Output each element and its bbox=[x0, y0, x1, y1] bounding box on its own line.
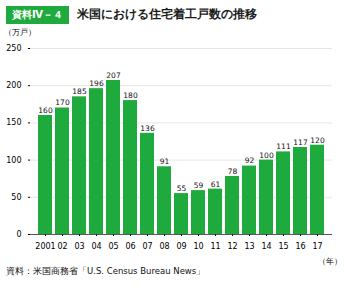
svg-text:14: 14 bbox=[261, 242, 271, 251]
svg-text:180: 180 bbox=[123, 91, 138, 100]
svg-text:17: 17 bbox=[312, 242, 322, 251]
svg-text:55: 55 bbox=[177, 184, 187, 193]
svg-text:120: 120 bbox=[310, 136, 325, 145]
svg-text:10: 10 bbox=[193, 242, 203, 251]
svg-text:09: 09 bbox=[176, 242, 186, 251]
svg-text:100: 100 bbox=[6, 156, 21, 165]
svg-text:150: 150 bbox=[6, 118, 21, 127]
html-text:米国における住宅着工戸数の推移: 米国における住宅着工戸数の推移 bbox=[77, 7, 257, 21]
svg-text:117: 117 bbox=[293, 138, 308, 147]
svg-text:16: 16 bbox=[295, 242, 305, 251]
svg-text:91: 91 bbox=[160, 157, 170, 166]
svg-text:185: 185 bbox=[72, 87, 87, 96]
svg-text:0: 0 bbox=[16, 230, 21, 239]
svg-text:07: 07 bbox=[142, 242, 152, 251]
svg-text:2001: 2001 bbox=[35, 242, 55, 251]
svg-text:207: 207 bbox=[106, 71, 121, 80]
svg-text:111: 111 bbox=[276, 142, 291, 151]
svg-text:78: 78 bbox=[228, 167, 238, 176]
svg-text:160: 160 bbox=[38, 106, 53, 115]
svg-text:170: 170 bbox=[55, 98, 70, 107]
svg-text:200: 200 bbox=[6, 81, 21, 90]
svg-text:12: 12 bbox=[227, 242, 237, 251]
svg-text:61: 61 bbox=[211, 180, 221, 189]
svg-text:250: 250 bbox=[6, 44, 21, 53]
svg-text:11: 11 bbox=[210, 242, 220, 251]
svg-text:59: 59 bbox=[194, 181, 204, 190]
svg-text:（万戸）: （万戸） bbox=[4, 28, 36, 37]
svg-text:15: 15 bbox=[278, 242, 288, 251]
svg-text:08: 08 bbox=[159, 242, 169, 251]
html-text:資料Ⅳ－４: 資料Ⅳ－４ bbox=[12, 8, 63, 20]
svg-text:02: 02 bbox=[57, 242, 67, 251]
svg-text:196: 196 bbox=[89, 79, 104, 88]
svg-text:136: 136 bbox=[140, 124, 155, 133]
svg-text:（年）: （年） bbox=[318, 257, 342, 266]
svg-text:100: 100 bbox=[259, 151, 274, 160]
svg-text:03: 03 bbox=[74, 242, 84, 251]
svg-text:04: 04 bbox=[91, 242, 101, 251]
svg-text:05: 05 bbox=[108, 242, 118, 251]
svg-text:13: 13 bbox=[244, 242, 254, 251]
svg-text:06: 06 bbox=[125, 242, 135, 251]
svg-text:50: 50 bbox=[11, 193, 21, 202]
html-text:資料：米国商務省「U.S. Census Bureau Ne: 資料：米国商務省「U.S. Census Bureau News」 bbox=[6, 266, 206, 276]
svg-text:92: 92 bbox=[245, 156, 255, 165]
